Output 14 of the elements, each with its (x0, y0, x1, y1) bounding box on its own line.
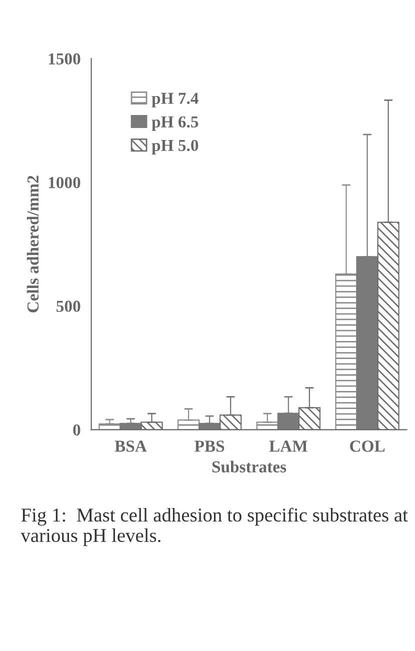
x-tick-label: BSA (114, 440, 147, 452)
y-tick-label: 0 (73, 424, 80, 436)
legend-label: pH 7.4 (152, 92, 198, 108)
x-axis-title: Substrates (212, 460, 286, 473)
legend-label: pH 6.5 (152, 116, 198, 131)
x-tick-label: LAM (269, 440, 308, 452)
legend-label: pH 5.0 (152, 140, 198, 154)
y-axis-title: Cells adhered/mm2 (26, 176, 39, 312)
x-tick-label: COL (350, 440, 385, 452)
y-tick-label: 1500 (48, 53, 80, 65)
y-tick-label: 500 (56, 300, 80, 312)
x-tick-label: PBS (194, 440, 224, 452)
y-tick-label: 1000 (48, 176, 80, 188)
caption: Fig 1: Mast cell adhesion to specific substrates at various pH levels. (20, 508, 408, 546)
